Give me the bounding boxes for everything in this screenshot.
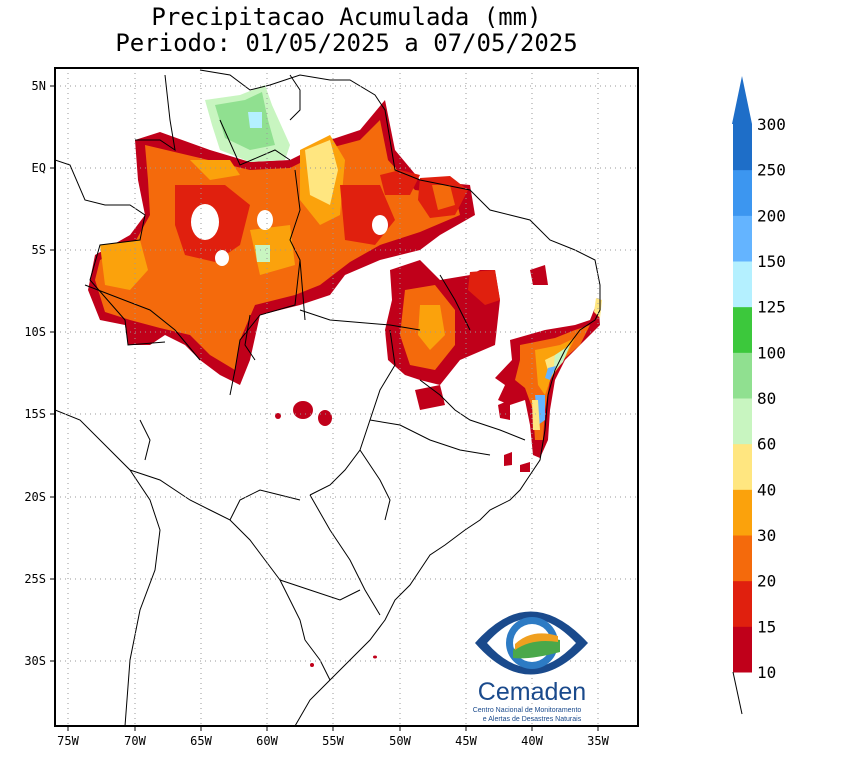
colorbar-label: 300: [757, 115, 786, 134]
lon-tick-label: 45W: [455, 734, 477, 748]
colorbar-segment: [733, 306, 752, 353]
map-frame: [54, 67, 639, 727]
lon-tick-label: 50W: [389, 734, 411, 748]
colorbar-segment: [733, 352, 752, 399]
colorbar-label: 125: [757, 298, 786, 317]
lat-tick-label: 10S: [24, 325, 46, 339]
colorbar-segment: [733, 626, 752, 673]
lat-tick-label: 5S: [32, 243, 46, 257]
lon-tick-label: 75W: [57, 734, 79, 748]
colorbar-segment: [733, 398, 752, 445]
colorbar-label: 250: [757, 161, 786, 180]
logo-name: Cemaden: [478, 678, 586, 706]
lon-tick-label: 35W: [587, 734, 609, 748]
colorbar-label: 20: [757, 572, 776, 591]
colorbar: 10 15 20 30 40 60 80 100 125 150 200 250 300: [732, 76, 786, 715]
lon-tick-label: 55W: [322, 734, 344, 748]
political-boundaries: [55, 69, 601, 726]
lat-tick-label: 20S: [24, 490, 46, 504]
colorbar-label: 100: [757, 343, 786, 362]
map-content: [55, 68, 638, 726]
colorbar-bottom-arrow: [732, 671, 743, 715]
colorbar-segment: [733, 124, 752, 171]
colorbar-label: 150: [757, 252, 786, 271]
colorbar-segment: [733, 489, 752, 536]
colorbar-segment: [733, 169, 752, 216]
colorbar-label: 200: [757, 206, 786, 225]
logo-subtitle: e Alertas de Desastres Naturais: [483, 716, 582, 723]
lon-tick-label: 70W: [124, 734, 146, 748]
colorbar-label: 15: [757, 617, 776, 636]
lat-tick-label: 5N: [32, 79, 46, 93]
colorbar-segment: [733, 535, 752, 582]
lon-tick-label: 65W: [190, 734, 212, 748]
rain-field-north: [88, 85, 475, 385]
logo-subtitle: Centro Nacional de Monitoramento: [473, 707, 582, 714]
lat-axis: 5N EQ 5S 10S 15S 20S 25S 30S: [24, 79, 55, 668]
lat-tick-label: 15S: [24, 407, 46, 421]
colorbar-label: 40: [757, 480, 776, 499]
lat-tick-label: 30S: [24, 654, 46, 668]
lon-tick-label: 60W: [256, 734, 278, 748]
colorbar-label: 10: [757, 663, 776, 682]
colorbar-segment: [733, 580, 752, 627]
lat-tick-label: EQ: [32, 161, 46, 175]
colorbar-top-arrow: [732, 76, 752, 124]
lon-axis: 75W 70W 65W 60W 55W 50W 45W 40W 35W: [57, 726, 610, 748]
map-title: Precipitacao Acumulada (mm): [151, 3, 542, 31]
rain-field-central: [275, 260, 548, 426]
map-period: Periodo: 01/05/2025 a 07/05/2025: [115, 29, 578, 57]
colorbar-segment: [733, 443, 752, 490]
cemaden-logo: Cemaden Centro Nacional de Monitoramento…: [473, 611, 588, 723]
colorbar-label: 30: [757, 526, 776, 545]
colorbar-segment: [733, 215, 752, 262]
lat-tick-label: 25S: [24, 572, 46, 586]
colorbar-segment: [733, 261, 752, 308]
colorbar-label: 80: [757, 389, 776, 408]
colorbar-label: 60: [757, 435, 776, 454]
lon-tick-label: 40W: [521, 734, 543, 748]
